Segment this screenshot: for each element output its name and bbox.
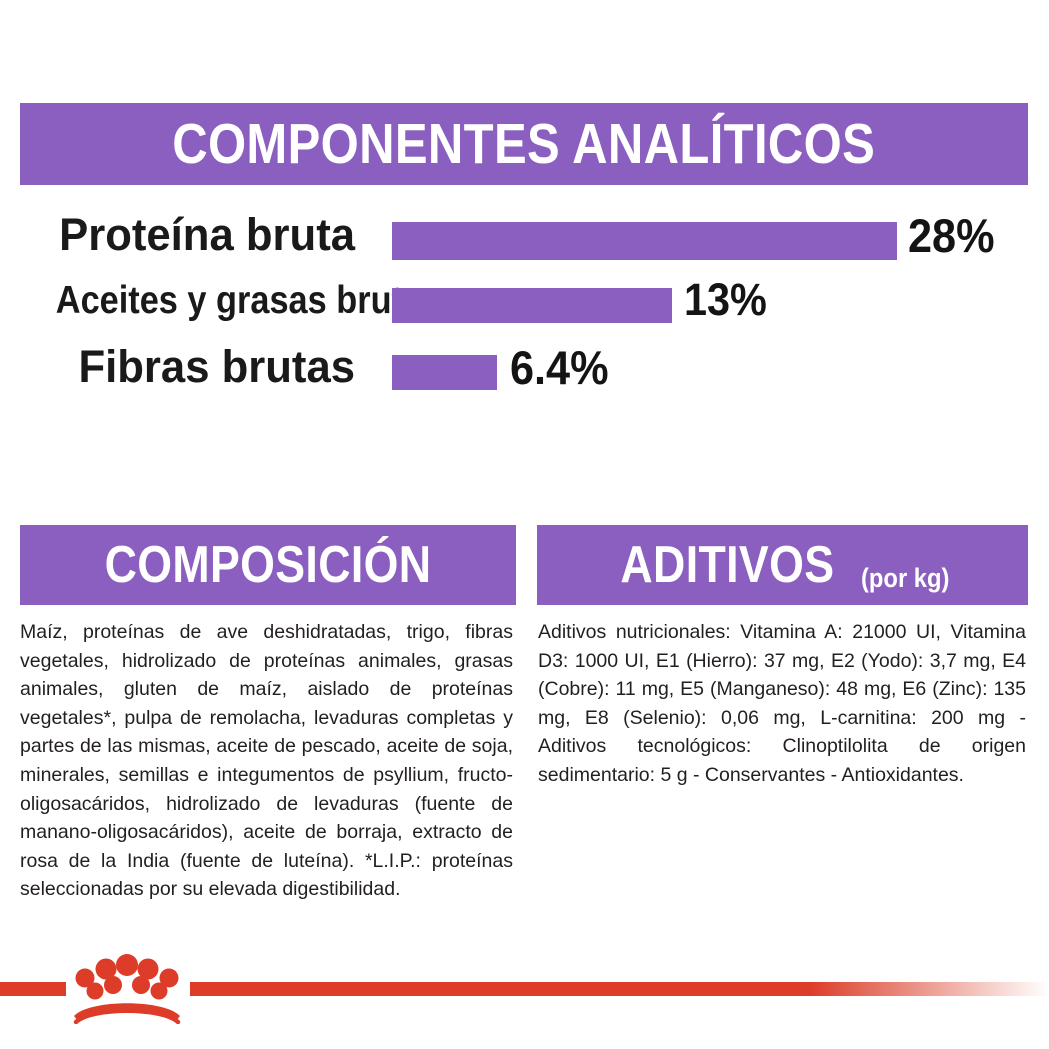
composition-body-text: Maíz, proteínas de ave deshidratadas, tr… [20,621,513,901]
chart-row-label: Proteína bruta [59,209,355,260]
additives-section-header: ADITIVOS (por kg) [537,525,1028,605]
footer-rule-left [0,982,66,996]
chart-bar [392,288,672,323]
footer-rule-right [190,982,1049,996]
chart-value-label: 13% [684,274,767,325]
additives-section-title: ADITIVOS [620,536,835,594]
chart-row: Proteína bruta 28% [0,205,1049,267]
additives-title-group: ADITIVOS (por kg) [603,536,961,594]
composition-section-title: COMPOSICIÓN [104,536,432,594]
chart-bar [392,222,897,260]
analytics-section-header: COMPONENTES ANALÍTICOS [20,103,1028,185]
chart-value-label: 6.4% [510,341,609,394]
analytics-section-title: COMPONENTES ANALÍTICOS [172,111,876,176]
footer [0,930,1049,1049]
chart-bar [392,355,497,390]
royal-canin-crown-icon [73,954,181,1024]
chart-value-label: 28% [908,209,995,262]
additives-section-subtitle: (por kg) [861,563,950,593]
chart-row: Fibras brutas 6.4% [0,339,1049,397]
chart-row: Aceites y grasas brutos 13% [0,275,1049,331]
chart-row-label: Aceites y grasas brutos [55,279,444,322]
chart-row-label: Fibras brutas [78,341,356,392]
analytic-components-chart: Proteína bruta 28% Aceites y grasas brut… [0,205,1049,405]
composition-section-header: COMPOSICIÓN [20,525,516,605]
additives-body-text: Aditivos nutricionales: Vitamina A: 2100… [538,621,1026,786]
